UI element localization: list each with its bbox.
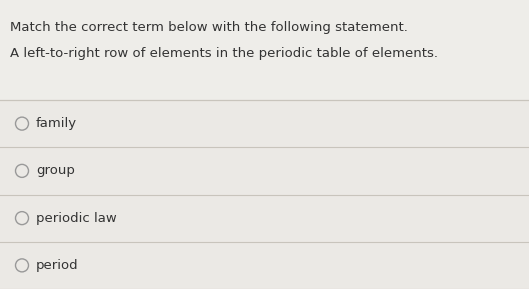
Bar [0, 0, 529, 100]
Text: group: group [36, 164, 75, 177]
Text: periodic law: periodic law [36, 212, 117, 225]
Text: family: family [36, 117, 77, 130]
Bar [0, 194, 529, 242]
Text: Match the correct term below with the following statement.: Match the correct term below with the fo… [10, 21, 408, 34]
Bar [0, 147, 529, 194]
Bar [0, 242, 529, 289]
Text: A left-to-right row of elements in the periodic table of elements.: A left-to-right row of elements in the p… [10, 47, 438, 60]
Text: period: period [36, 259, 79, 272]
Bar [0, 100, 529, 147]
